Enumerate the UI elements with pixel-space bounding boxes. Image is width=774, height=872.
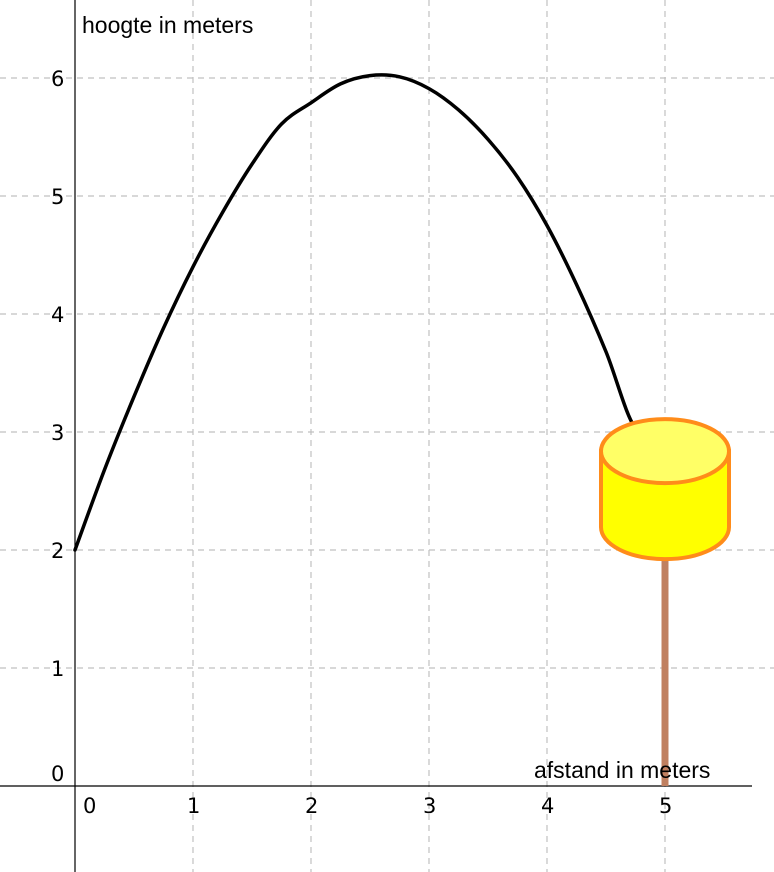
tick-labels: 0 1 2 3 4 5 0 1 2 3 4 5 6 bbox=[51, 67, 672, 818]
y-axis-title: hoogte in meters bbox=[82, 12, 253, 38]
x-axis-title: afstand in meters bbox=[534, 757, 710, 783]
y-tick-label: 5 bbox=[51, 185, 64, 209]
basket-rim bbox=[599, 417, 731, 486]
y-tick-label: 4 bbox=[51, 303, 64, 327]
x-tick-label: 1 bbox=[187, 794, 200, 818]
x-tick-label: 2 bbox=[305, 794, 318, 818]
y-tick-label: 3 bbox=[51, 421, 64, 445]
series bbox=[73, 73, 667, 552]
series-line-0 bbox=[73, 73, 667, 552]
x-tick-label: 3 bbox=[423, 794, 436, 818]
x-tick-label: 4 bbox=[541, 794, 554, 818]
x-tick-label: 0 bbox=[83, 794, 96, 818]
axes bbox=[0, 0, 752, 872]
y-tick-label: 6 bbox=[51, 67, 64, 91]
basket bbox=[599, 417, 731, 786]
x-tick-label: 5 bbox=[659, 794, 672, 818]
y-tick-label: 1 bbox=[51, 657, 64, 681]
y-tick-label: 2 bbox=[51, 539, 64, 563]
basket-pole bbox=[661, 537, 669, 786]
y-tick-label: 0 bbox=[51, 762, 64, 786]
